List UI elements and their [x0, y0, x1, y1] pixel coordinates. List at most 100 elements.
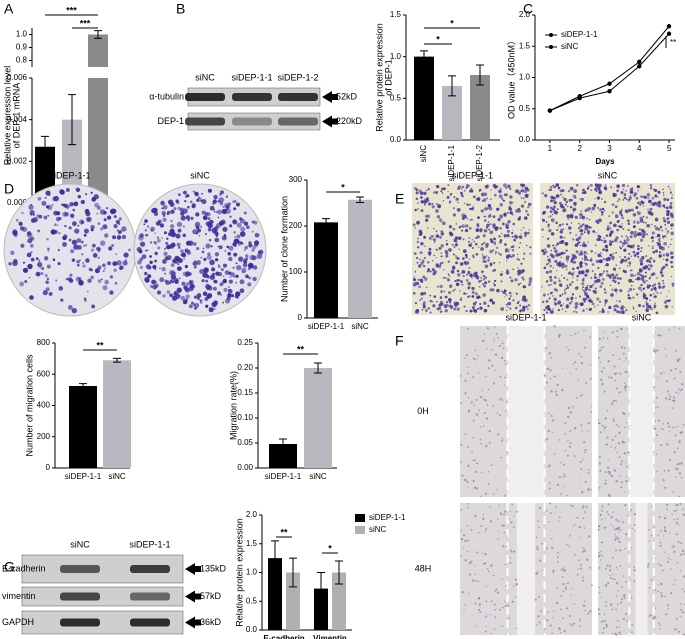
colony: [50, 229, 57, 235]
size-label: 220kD: [336, 116, 363, 126]
y-tick-label: 1.0: [246, 568, 258, 577]
colony: [113, 268, 117, 272]
cell: [485, 260, 488, 263]
cell: [464, 603, 467, 606]
colony: [22, 261, 26, 264]
cell: [559, 461, 562, 464]
cell: [625, 421, 628, 424]
colony: [73, 244, 79, 250]
cell: [553, 301, 556, 304]
cell: [645, 300, 648, 303]
cell: [665, 206, 669, 210]
colony: [47, 214, 50, 217]
cell: [651, 197, 655, 200]
cell: [497, 433, 500, 436]
colony: [94, 268, 100, 274]
cell: [467, 465, 470, 468]
cell: [579, 198, 581, 200]
colony: [154, 232, 157, 234]
cell: [624, 547, 626, 550]
cell: [624, 306, 626, 309]
cell: [597, 525, 600, 528]
cell: [488, 206, 493, 211]
cell: [653, 526, 655, 528]
x-tick-label: siDEP-1-1: [447, 144, 456, 181]
cell: [446, 301, 448, 303]
cell: [468, 208, 471, 210]
cell: [468, 409, 470, 412]
cell: [627, 198, 631, 202]
cell: [537, 520, 539, 522]
cell: [475, 242, 478, 246]
cell: [478, 280, 481, 283]
cell: [504, 384, 506, 386]
colony: [20, 243, 25, 248]
colony: [84, 208, 90, 214]
cell: [608, 215, 611, 217]
colony: [180, 211, 185, 216]
x-axis-label: Days: [595, 157, 615, 166]
lane-label: siNC: [70, 539, 90, 549]
cell: [562, 251, 566, 255]
colony: [18, 221, 23, 226]
cell: [683, 603, 685, 606]
cell: [559, 189, 563, 193]
cell: [517, 191, 522, 195]
cell: [610, 446, 613, 448]
cell: [474, 274, 479, 278]
cell: [565, 543, 568, 546]
cell: [615, 300, 618, 302]
cell: [632, 307, 635, 310]
cell: [487, 184, 489, 186]
cell: [422, 260, 425, 263]
cell: [548, 487, 551, 490]
cell: [547, 283, 551, 287]
cell: [560, 568, 563, 571]
cell: [586, 558, 589, 561]
cell: [579, 217, 581, 219]
cell: [489, 249, 493, 254]
cell: [681, 611, 684, 614]
cell: [469, 207, 472, 211]
colony: [188, 272, 192, 276]
colony: [248, 276, 252, 280]
cell: [474, 271, 478, 275]
cell: [633, 580, 636, 582]
colony: [218, 245, 223, 250]
cell: [664, 304, 669, 309]
colony: [30, 243, 34, 248]
cell: [678, 388, 680, 390]
cell: [504, 376, 506, 379]
cell: [525, 209, 528, 213]
colony: [201, 199, 207, 205]
cell: [537, 615, 540, 618]
cell: [609, 253, 613, 257]
cell: [639, 238, 644, 242]
cell: [508, 297, 511, 300]
cell: [603, 200, 607, 204]
colony: [196, 293, 202, 298]
colony: [59, 189, 65, 195]
cell: [467, 270, 471, 274]
cell: [545, 263, 549, 266]
cell: [569, 442, 572, 445]
cell: [566, 582, 569, 585]
cell: [627, 208, 632, 213]
cell: [472, 480, 475, 483]
cell: [583, 441, 586, 444]
cell: [653, 260, 656, 263]
cell: [456, 278, 460, 282]
error-bar: [420, 50, 428, 63]
cell: [483, 411, 486, 414]
cell: [504, 363, 507, 365]
cell: [487, 570, 490, 573]
colony: [180, 249, 184, 253]
cell: [514, 578, 518, 581]
cell: [629, 187, 634, 192]
cell: [584, 256, 588, 260]
cell: [599, 553, 601, 556]
cell: [655, 453, 658, 455]
cell: [567, 272, 571, 275]
cell: [667, 469, 670, 472]
cell: [609, 565, 612, 568]
